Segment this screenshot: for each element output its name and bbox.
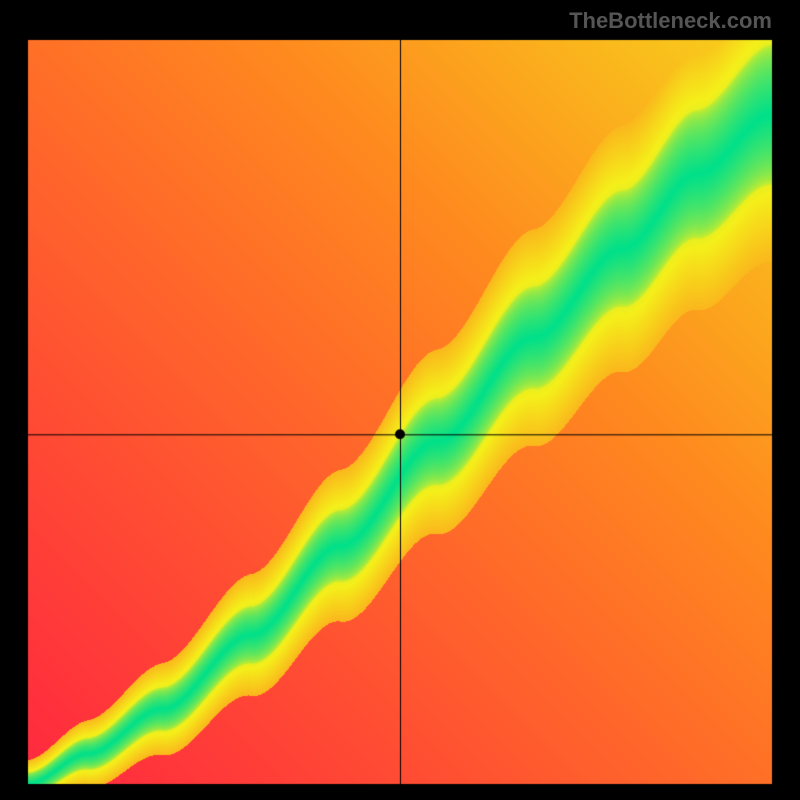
heatmap-canvas xyxy=(0,0,800,800)
chart-container: TheBottleneck.com xyxy=(0,0,800,800)
watermark-text: TheBottleneck.com xyxy=(569,8,772,34)
